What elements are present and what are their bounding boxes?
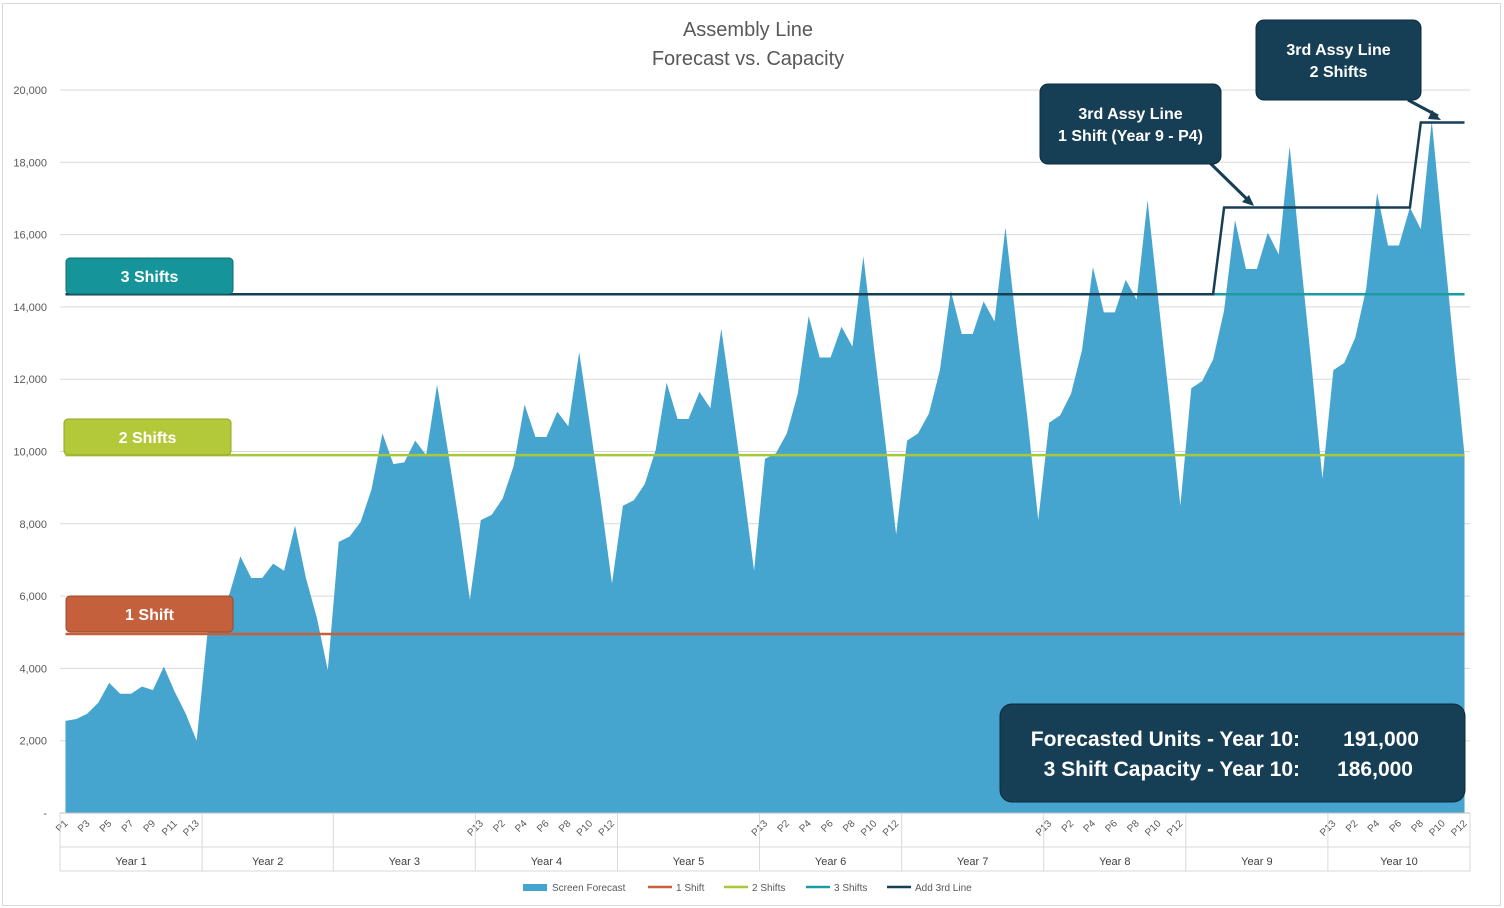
y-tick-label: 10,000 [13, 447, 47, 459]
summary-capacity-value: 186,000 [1337, 758, 1413, 781]
y-tick-label: 20,000 [13, 85, 47, 97]
legend: Screen Forecast 1 Shift 2 Shifts 3 Shift… [523, 883, 972, 894]
year-label: Year 8 [1099, 856, 1130, 868]
summary-forecast-label: Forecasted Units - Year 10: [1031, 728, 1300, 751]
year-label: Year 1 [115, 856, 146, 868]
legend-label-screen-forecast: Screen Forecast [552, 883, 626, 894]
year-label: Year 9 [1241, 856, 1272, 868]
callout-3rd-line-1-shift-line-2: 1 Shift (Year 9 - P4) [1058, 128, 1203, 145]
annotation-1-shift: 1 Shift [65, 595, 234, 633]
year-label: Year 4 [531, 856, 562, 868]
chart-title-line-2: Forecast vs. Capacity [652, 48, 844, 70]
callout-3rd-line-2-shifts-line-1: 3rd Assy Line [1286, 42, 1390, 59]
year-label: Year 7 [957, 856, 988, 868]
y-tick-label: 14,000 [13, 302, 47, 314]
annotation-3-shifts-text: 3 Shifts [121, 269, 179, 286]
y-tick-label: - [43, 808, 47, 820]
legend-label-add-3rd-line: Add 3rd Line [915, 883, 972, 894]
y-tick-label: 2,000 [19, 736, 47, 748]
chart-title-line-1: Assembly Line [683, 19, 813, 41]
year-label: Year 2 [252, 856, 283, 868]
lines-layer [65, 121, 1465, 636]
area-layer [65, 120, 1465, 814]
legend-swatch-screen-forecast [523, 884, 547, 891]
y-tick-label: 12,000 [13, 374, 47, 386]
callout-3rd-line-2-shifts-line-2: 2 Shifts [1310, 64, 1368, 81]
annotation-2-shifts-text: 2 Shifts [119, 430, 177, 447]
year-label: Year 6 [815, 856, 846, 868]
summary-capacity-label: 3 Shift Capacity - Year 10: [1044, 758, 1300, 781]
year-label: Year 10 [1380, 856, 1418, 868]
annotation-3-shifts: 3 Shifts [65, 257, 234, 295]
y-tick-label: 18,000 [13, 157, 47, 169]
series-add-3rd-line [65, 121, 1465, 296]
summary-box: Forecasted Units - Year 10: 191,000 3 Sh… [999, 703, 1466, 803]
y-tick-label: 6,000 [19, 591, 47, 603]
year-label: Year 5 [673, 856, 704, 868]
annotation-2-shifts: 2 Shifts [63, 418, 232, 456]
callout-3rd-line-1-shift: 3rd Assy Line 1 Shift (Year 9 - P4) [1039, 83, 1254, 206]
callout-3rd-line-2-shifts: 3rd Assy Line 2 Shifts [1255, 19, 1441, 120]
legend-label-2-shifts: 2 Shifts [752, 883, 785, 894]
legend-label-1-shift: 1 Shift [676, 883, 705, 894]
y-tick-label: 16,000 [13, 230, 47, 242]
y-tick-label: 4,000 [19, 663, 47, 675]
annotation-1-shift-text: 1 Shift [125, 607, 175, 624]
y-tick-label: 8,000 [19, 519, 47, 531]
y-axis-layer: - 2,000 4,000 6,000 8,000 10,000 12,000 14,000 1… [13, 85, 47, 820]
series-screen-forecast-area [65, 120, 1465, 814]
year-label: Year 3 [389, 856, 420, 868]
legend-label-3-shifts: 3 Shifts [834, 883, 867, 894]
callout-3rd-line-1-shift-line-1: 3rd Assy Line [1078, 106, 1182, 123]
summary-forecast-value: 191,000 [1343, 728, 1419, 751]
